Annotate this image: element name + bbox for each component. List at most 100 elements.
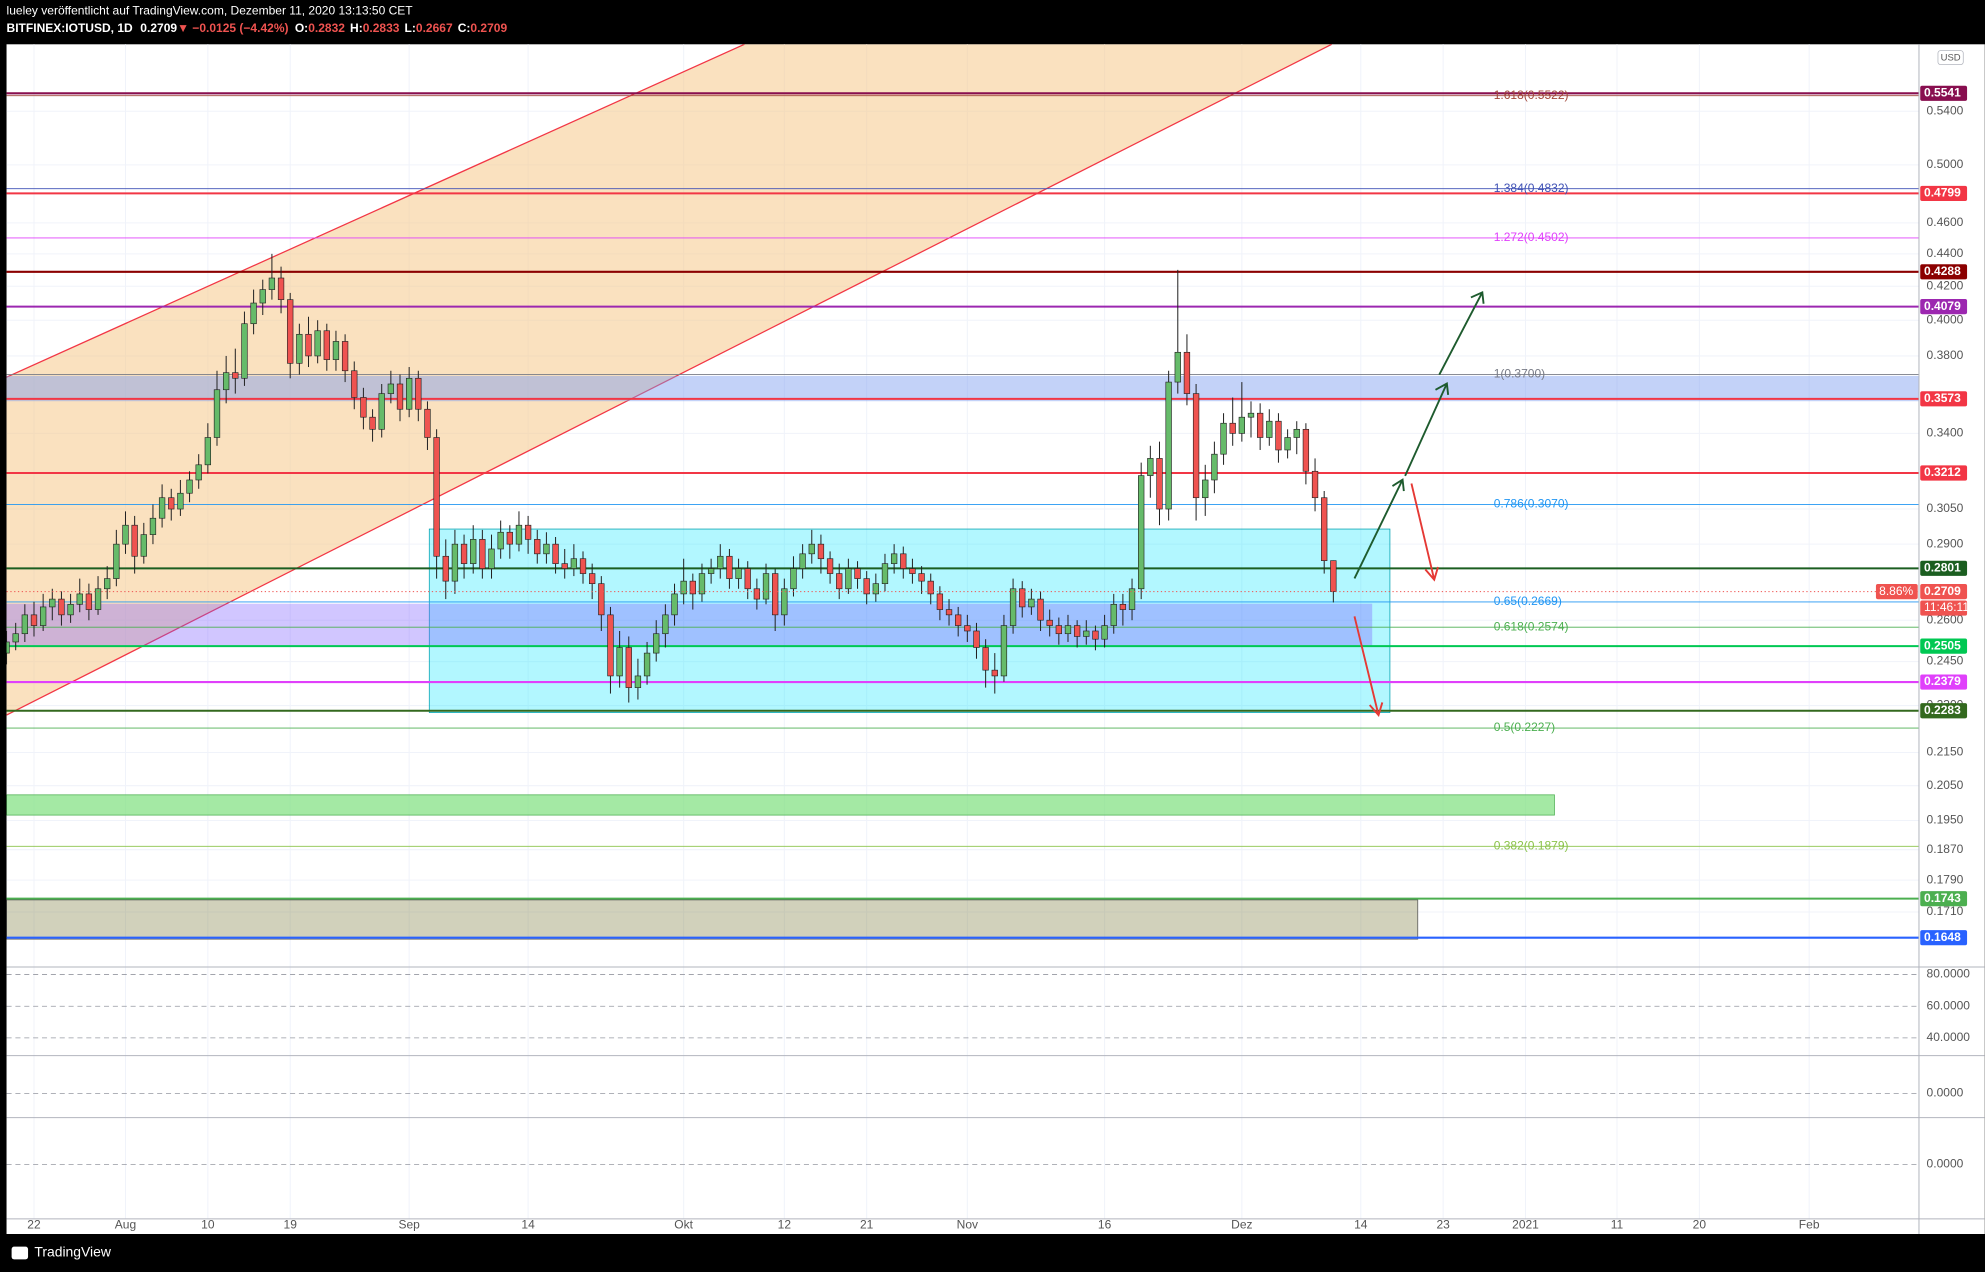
- zone: [6, 794, 1555, 816]
- candle-body: [918, 573, 925, 582]
- x-tick-label: 22: [27, 1217, 41, 1231]
- candle-body: [790, 568, 797, 590]
- drawings: [6, 44, 1919, 940]
- candle-body: [781, 588, 788, 616]
- high: 0.2833: [363, 21, 400, 35]
- y-tick-label: 0.2600: [1927, 612, 1964, 626]
- price-level-label: 0.2801: [1924, 561, 1961, 575]
- candle-body: [241, 323, 248, 379]
- zone: [6, 375, 1919, 402]
- x-tick-label: Aug: [115, 1217, 136, 1231]
- fib-label: 1(0.3700): [1494, 367, 1545, 381]
- candle-body: [552, 543, 559, 564]
- candle-body: [1284, 437, 1291, 451]
- x-tick-label: 2021: [1512, 1217, 1539, 1231]
- price-pane: [6, 92, 1919, 939]
- arrows: [1353, 290, 1485, 718]
- candle-body: [213, 389, 221, 438]
- candle-body: [845, 568, 852, 590]
- change-label: 8.86%: [1879, 584, 1913, 598]
- candle-body: [927, 580, 934, 595]
- candle-body: [113, 543, 120, 579]
- candle-body: [305, 333, 312, 357]
- y-tick-label: 0.2450: [1927, 654, 1964, 668]
- candle-body: [1046, 619, 1053, 626]
- candle-body: [204, 437, 212, 466]
- price-level-box: [1920, 465, 1968, 481]
- fib-label: 0.65(0.2669): [1494, 594, 1562, 608]
- ohlc-label: O:: [295, 21, 308, 35]
- price-level-box: [1920, 674, 1968, 690]
- arrow: [1353, 616, 1384, 718]
- candle-body: [689, 580, 696, 595]
- candle-body: [168, 497, 175, 510]
- x-tick-label: 23: [1436, 1217, 1450, 1231]
- candle-body: [643, 652, 651, 677]
- x-tick-label: 14: [1354, 1217, 1368, 1231]
- footer-brand: TradingView: [34, 1244, 111, 1260]
- zone: [6, 603, 1373, 647]
- candle-body: [616, 647, 623, 677]
- currency: USD: [1941, 53, 1961, 64]
- ohlc-label: L:: [405, 21, 416, 35]
- price-level-label: 0.2379: [1924, 674, 1961, 688]
- candle-body: [991, 669, 998, 677]
- price-level-label: 0.4288: [1924, 264, 1961, 278]
- open: 0.2832: [308, 21, 345, 35]
- price-level-label: 0.3212: [1924, 465, 1961, 479]
- candle-body: [131, 524, 138, 557]
- price-level-box: [1920, 638, 1968, 654]
- candle-body: [890, 553, 898, 564]
- candle-body: [817, 543, 825, 560]
- candle-body: [460, 543, 468, 564]
- candle-body: [323, 330, 330, 360]
- price-level-box: [1920, 391, 1968, 407]
- fib-label: 1.618(0.5522): [1494, 88, 1569, 102]
- price-level-label: 0.4799: [1924, 186, 1961, 200]
- candle-body: [442, 555, 449, 582]
- candle-body: [653, 633, 660, 654]
- fib-label: 0.618(0.2574): [1494, 619, 1569, 633]
- candle-body: [854, 568, 861, 579]
- candle-body: [680, 580, 687, 595]
- candle-body: [982, 647, 989, 671]
- price-level-box: [1920, 891, 1968, 907]
- candle-body: [85, 593, 93, 610]
- low: 0.2667: [416, 21, 453, 35]
- candle-body: [945, 609, 953, 616]
- candle-body: [1183, 351, 1191, 394]
- candle-body: [570, 558, 578, 569]
- candle-body: [1192, 393, 1200, 499]
- pane-tick-label: 40.0000: [1927, 1030, 1971, 1044]
- candle-body: [1275, 420, 1282, 451]
- candle-body: [964, 625, 971, 632]
- x-tick-label: Dez: [1231, 1217, 1252, 1231]
- x-tick-label: 10: [201, 1217, 215, 1231]
- candle-body: [332, 341, 340, 360]
- zone: [6, 899, 1419, 940]
- candle-body: [287, 299, 294, 364]
- candle-body: [222, 372, 230, 391]
- candle-body: [424, 408, 431, 438]
- x-tick-label: Nov: [957, 1217, 978, 1231]
- candle-body: [76, 593, 83, 605]
- x-tick-label: Feb: [1799, 1217, 1820, 1231]
- candle-body: [158, 497, 166, 519]
- y-tick-label: 0.5000: [1927, 157, 1964, 171]
- candle-body: [1019, 588, 1026, 608]
- candle-body: [186, 479, 193, 494]
- candle-body: [6, 641, 10, 654]
- candle-body: [1156, 458, 1163, 510]
- arrow: [1404, 381, 1450, 477]
- candle-body: [1009, 588, 1017, 626]
- price-level-box: [1920, 560, 1968, 576]
- arrow: [1438, 290, 1485, 376]
- pane-tick-label: 0.0000: [1927, 1157, 1964, 1171]
- y-tick-label: 0.1790: [1927, 872, 1964, 886]
- candle-body: [369, 416, 376, 430]
- candle-body: [1000, 625, 1008, 677]
- fib-label: 0.382(0.1879): [1494, 839, 1569, 853]
- candle-body: [488, 548, 495, 569]
- candle-body: [1202, 479, 1209, 499]
- fib-label: 0.5(0.2227): [1494, 720, 1555, 734]
